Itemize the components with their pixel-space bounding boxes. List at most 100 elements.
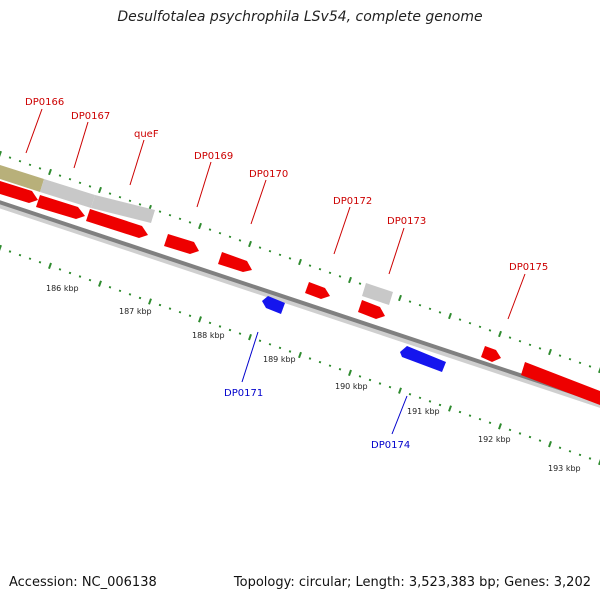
reverse-gene	[400, 346, 446, 372]
major-tick	[598, 367, 600, 374]
minor-tick	[268, 343, 272, 346]
backbone-shadow	[0, 202, 600, 408]
minor-tick	[428, 307, 432, 311]
minor-tick	[218, 231, 222, 235]
forward-gene	[481, 346, 501, 362]
topology-summary: Topology: circular; Length: 3,523,383 bp…	[233, 575, 591, 590]
lower-tick-track	[0, 244, 600, 466]
gene-label: DP0172	[333, 196, 372, 207]
major-tick	[98, 280, 102, 287]
major-tick	[198, 222, 202, 230]
scale-label: 186 kbp	[46, 284, 79, 293]
minor-tick	[558, 354, 562, 357]
minor-tick	[138, 203, 142, 206]
minor-tick	[158, 303, 162, 307]
minor-tick	[268, 249, 272, 253]
minor-tick	[358, 282, 362, 285]
scale-labels: 186 kbp 187 kbp 188 kbp 189 kbp 190 kbp …	[46, 284, 581, 473]
minor-tick	[28, 163, 32, 167]
major-tick	[98, 186, 102, 194]
minor-tick	[308, 264, 312, 267]
minor-tick	[288, 350, 292, 353]
major-tick	[498, 423, 502, 430]
forward-gene	[86, 209, 148, 238]
scale-label: 191 kbp	[407, 407, 440, 416]
minor-tick	[518, 339, 522, 343]
forward-gene	[36, 195, 85, 219]
minor-tick	[408, 392, 412, 396]
callout-lines	[25, 108, 526, 435]
minor-tick	[488, 329, 492, 332]
gene-label: DP0167	[71, 111, 110, 122]
gene-label: DP0166	[25, 97, 64, 108]
major-tick	[0, 150, 2, 157]
minor-tick	[258, 246, 262, 249]
minor-tick	[158, 210, 162, 213]
minor-tick	[468, 321, 472, 325]
minor-tick	[338, 275, 342, 278]
minor-tick	[508, 336, 512, 339]
minor-tick	[108, 192, 112, 195]
forward-gene	[521, 362, 600, 405]
scale-label: 188 kbp	[192, 331, 225, 340]
forward-gene-labels: DP0166 DP0167 queF DP0169 DP0170 DP0172 …	[25, 97, 548, 273]
forward-gene	[358, 300, 385, 319]
major-tick	[348, 369, 352, 377]
minor-tick	[138, 296, 142, 300]
major-tick	[398, 387, 402, 394]
reverse-gene-labels: DP0171 DP0174	[224, 388, 410, 451]
minor-tick	[538, 347, 542, 350]
rna-gene	[40, 179, 95, 208]
gene-label: DP0175	[509, 262, 548, 273]
minor-tick	[528, 435, 532, 439]
minor-tick	[508, 428, 512, 432]
minor-tick	[128, 199, 132, 203]
minor-tick	[438, 311, 442, 314]
minor-tick	[118, 195, 122, 199]
minor-tick	[28, 257, 32, 260]
minor-tick	[558, 446, 562, 450]
minor-tick	[428, 400, 432, 403]
minor-tick	[308, 357, 312, 360]
minor-tick	[88, 278, 92, 282]
minor-tick	[338, 367, 342, 371]
minor-tick	[278, 253, 282, 257]
minor-tick	[188, 314, 192, 318]
minor-tick	[178, 217, 182, 221]
minor-tick	[68, 177, 72, 181]
feature-track	[0, 165, 600, 405]
scale-label: 190 kbp	[335, 382, 368, 391]
minor-tick	[208, 321, 212, 325]
gene-label: queF	[134, 129, 159, 140]
scale-label: 193 kbp	[548, 464, 581, 473]
minor-tick	[458, 410, 462, 414]
forward-gene	[218, 252, 252, 272]
major-tick	[548, 440, 552, 448]
minor-tick	[468, 414, 472, 417]
forward-gene	[305, 282, 330, 299]
rna-gene	[362, 283, 393, 305]
minor-tick	[538, 439, 542, 442]
minor-tick	[58, 268, 62, 271]
other-feature	[0, 165, 44, 192]
gene-label: DP0171	[224, 388, 263, 399]
minor-tick	[238, 239, 242, 242]
scale-label: 192 kbp	[478, 435, 511, 444]
minor-tick	[478, 325, 482, 329]
minor-tick	[238, 332, 242, 335]
minor-tick	[78, 275, 82, 278]
minor-tick	[188, 221, 192, 224]
major-tick	[548, 348, 552, 356]
map-title: Desulfotalea psychrophila LSv54, complet…	[117, 9, 483, 25]
minor-tick	[478, 417, 482, 421]
minor-tick	[418, 396, 422, 400]
forward-gene	[0, 181, 38, 203]
gene-label: DP0173	[387, 216, 426, 227]
minor-tick	[8, 156, 12, 159]
major-tick	[348, 276, 352, 284]
minor-tick	[578, 453, 582, 457]
minor-tick	[278, 346, 282, 350]
minor-tick	[408, 300, 412, 303]
gene-label: DP0170	[249, 169, 288, 180]
